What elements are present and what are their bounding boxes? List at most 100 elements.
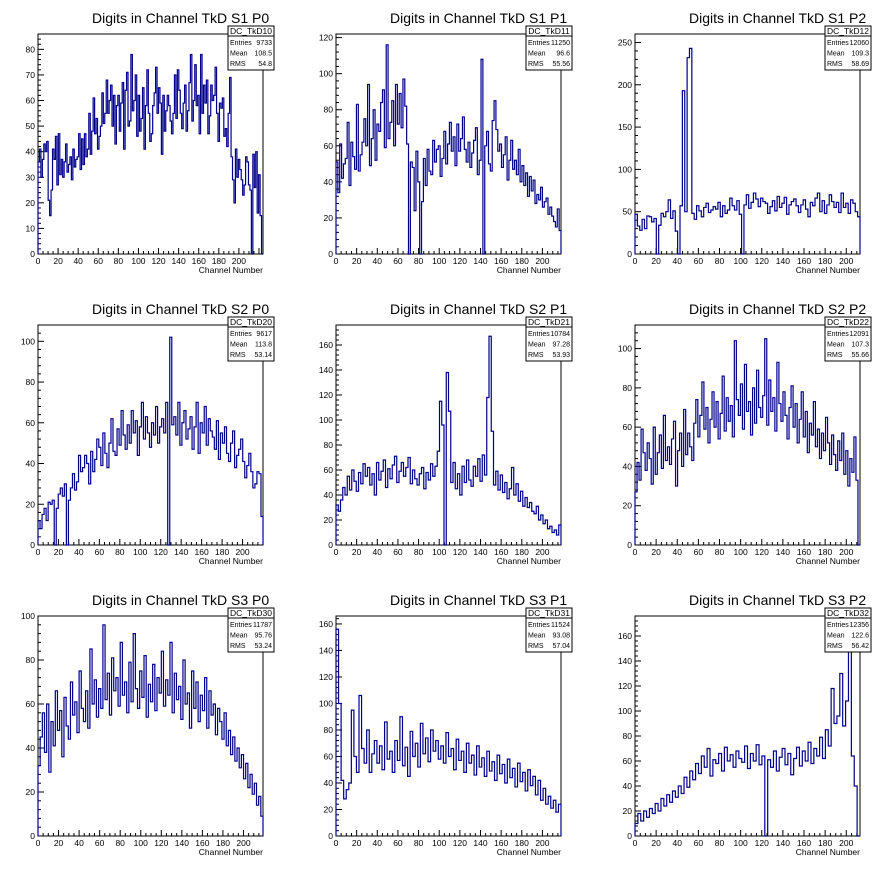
x-tick-label: 180 — [515, 256, 529, 266]
stats-value: 96.6 — [556, 51, 570, 58]
x-tick-label: 60 — [694, 838, 704, 848]
x-tick-label: 0 — [633, 838, 638, 848]
panel-title: Digits in Channel TkD S1 P2 — [689, 10, 866, 26]
histogram-series — [634, 650, 860, 837]
stats-box-frame — [525, 316, 573, 362]
stats-label: Entries — [827, 331, 849, 338]
x-tick-label: 160 — [195, 547, 209, 557]
stats-value: 11250 — [551, 40, 570, 47]
histogram-series — [634, 338, 860, 546]
y-tick-label: 80 — [623, 383, 633, 393]
y-tick-label: 20 — [324, 804, 334, 814]
y-tick-label: 140 — [319, 365, 333, 375]
histogram-panel: Digits in Channel TkD S3 P2 0 20 40 60 80 100 1… — [597, 582, 895, 872]
x-tick-label: 200 — [535, 256, 549, 266]
stats-value: 10784 — [551, 331, 571, 338]
y-tick-label: 80 — [324, 440, 334, 450]
stats-value: 122.6 — [851, 633, 869, 640]
x-axis-label: Channel Number — [199, 847, 263, 857]
histogram-svg: Digits in Channel TkD S3 P2 0 20 40 60 80 100 1… — [618, 592, 872, 857]
stats-label: Mean — [230, 51, 248, 58]
y-tick-label: 0 — [30, 831, 35, 841]
x-tick-label: 60 — [393, 838, 403, 848]
stats-value: 12091 — [850, 331, 870, 338]
histogram-panel: Digits in Channel TkD S1 P0 0 20 40 60 80 100 1… — [0, 0, 298, 290]
y-tick-label: 100 — [618, 344, 632, 354]
stats-box: DC_TkD22 Entries 12091 Mean 107.3 RMS 55.66 — [824, 316, 872, 362]
y-tick-label: 60 — [623, 422, 633, 432]
x-tick-label: 80 — [715, 256, 725, 266]
y-tick-label: 0 — [627, 249, 632, 259]
stats-value: 53.14 — [254, 352, 272, 359]
y-tick-label: 40 — [26, 147, 36, 157]
histogram-panel: Digits in Channel TkD S2 P1 0 20 40 60 80 100 1… — [298, 291, 596, 581]
y-tick-label: 20 — [26, 198, 36, 208]
y-tick-label: 50 — [623, 207, 633, 217]
histogram-panel: Digits in Channel TkD S1 P2 0 20 40 60 80 100 1… — [597, 0, 895, 290]
stats-box-frame — [227, 316, 275, 362]
panel-title: Digits in Channel TkD S2 P0 — [92, 301, 269, 317]
stats-box: DC_TkD32 Entries 12356 Mean 122.6 RMS 56.42 — [824, 607, 872, 653]
y-tick-label: 40 — [623, 461, 633, 471]
stats-label: Mean — [827, 342, 845, 349]
histogram-svg: Digits in Channel TkD S3 P1 0 20 40 60 80 100 1… — [319, 592, 573, 857]
stats-label: Mean — [230, 633, 248, 640]
stats-box-frame — [824, 25, 872, 71]
y-tick-label: 30 — [26, 172, 36, 182]
y-tick-label: 120 — [618, 681, 632, 691]
x-axis-label: Channel Number — [796, 847, 860, 857]
x-tick-label: 200 — [535, 547, 549, 557]
x-tick-label: 160 — [494, 256, 508, 266]
x-tick-label: 140 — [776, 256, 790, 266]
stats-label: Entries — [528, 622, 550, 629]
x-tick-label: 140 — [776, 547, 790, 557]
y-tick-label: 0 — [627, 831, 632, 841]
stats-label: Mean — [230, 342, 248, 349]
stats-label: Mean — [827, 51, 845, 58]
stats-box: DC_TkD11 Entries 11250 Mean 96.6 RMS 55.56 — [525, 25, 573, 71]
x-tick-label: 160 — [797, 256, 811, 266]
y-tick-label: 60 — [26, 418, 36, 428]
y-tick-label: 100 — [21, 336, 35, 346]
x-tick-label: 200 — [839, 838, 853, 848]
y-tick-label: 100 — [319, 69, 333, 79]
x-tick-label: 20 — [53, 256, 63, 266]
stats-name: DC_TkD10 — [230, 26, 272, 36]
y-tick-label: 0 — [30, 540, 35, 550]
histogram-panel: Digits in Channel TkD S2 P0 0 20 40 60 80 100 1… — [0, 291, 298, 581]
x-tick-label: 200 — [535, 838, 549, 848]
stats-label: Mean — [528, 51, 546, 58]
y-tick-label: 80 — [26, 377, 36, 387]
x-tick-label: 40 — [373, 838, 383, 848]
stats-label: Mean — [528, 342, 546, 349]
stats-value: 113.8 — [255, 342, 272, 349]
x-tick-label: 20 — [352, 256, 362, 266]
stats-label: Entries — [230, 622, 252, 629]
x-tick-label: 20 — [352, 838, 362, 848]
histogram-series — [335, 335, 562, 546]
stats-value: 57.04 — [552, 643, 570, 650]
x-tick-label: 40 — [373, 256, 383, 266]
y-tick-label: 60 — [324, 141, 334, 151]
y-tick-label: 50 — [26, 121, 36, 131]
x-axis-label: Channel Number — [796, 265, 860, 275]
stats-value: 56.42 — [851, 643, 869, 650]
y-tick-label: 120 — [319, 672, 333, 682]
histogram-panel: Digits in Channel TkD S1 P1 0 20 40 60 80 100 1… — [298, 0, 596, 290]
x-tick-label: 60 — [94, 256, 104, 266]
stats-value: 53.93 — [552, 352, 570, 359]
y-tick-label: 60 — [324, 465, 334, 475]
x-tick-label: 20 — [54, 838, 64, 848]
stats-label: Entries — [230, 40, 252, 47]
x-tick-label: 0 — [633, 547, 638, 557]
x-tick-label: 20 — [352, 547, 362, 557]
x-tick-label: 60 — [95, 838, 105, 848]
x-tick-label: 200 — [232, 256, 246, 266]
stats-name: DC_TkD12 — [827, 26, 869, 36]
x-tick-label: 120 — [453, 256, 467, 266]
y-tick-label: 0 — [328, 249, 333, 259]
stats-value: 109.3 — [851, 51, 869, 58]
stats-name: DC_TkD32 — [827, 608, 869, 618]
x-tick-label: 40 — [673, 547, 683, 557]
